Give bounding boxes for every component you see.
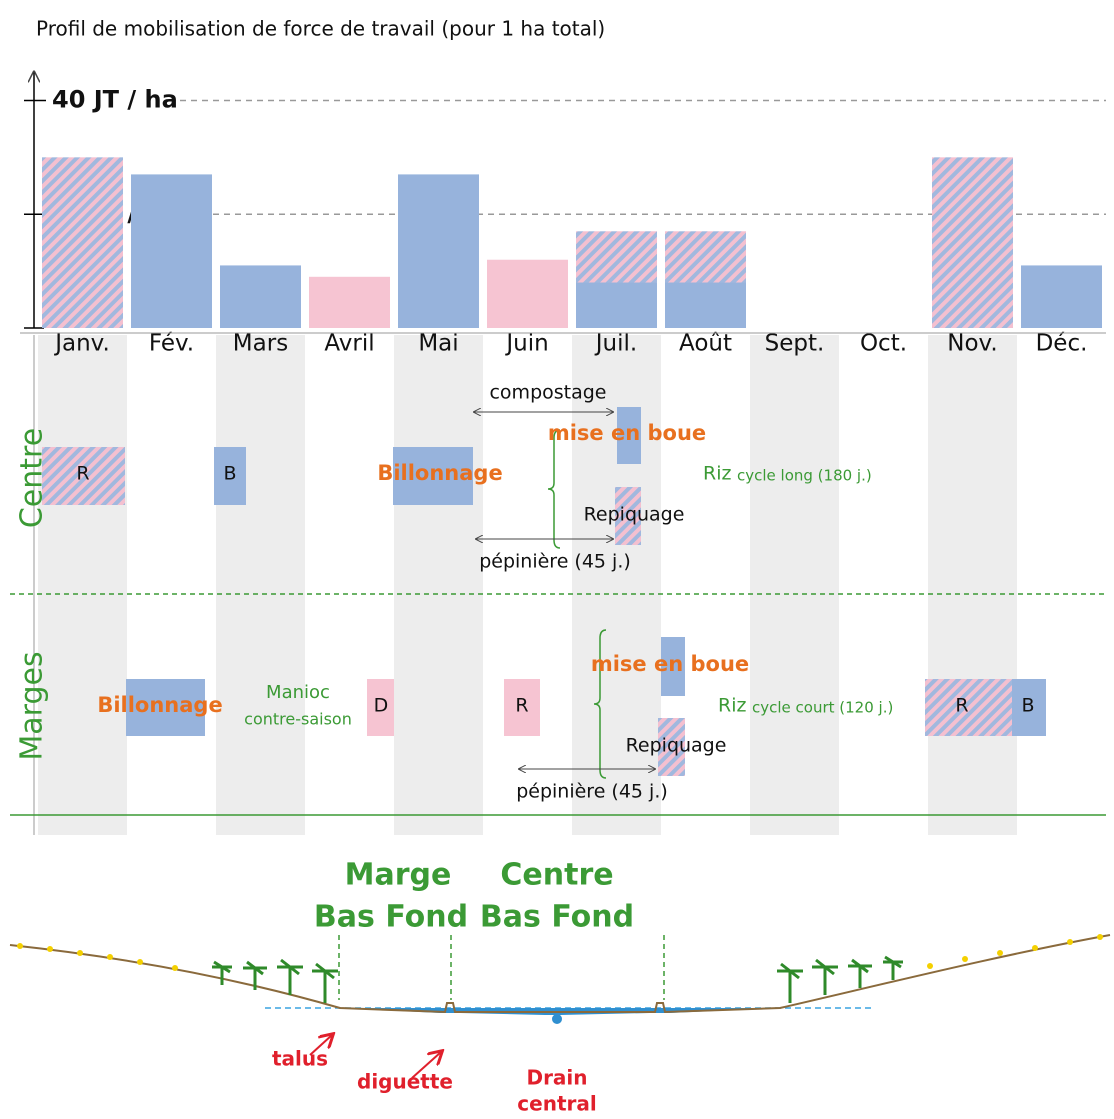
bar (932, 157, 1013, 328)
crop-label: Riz (718, 695, 746, 717)
column-shading (38, 335, 1017, 835)
x-tick-label: Fév. (149, 331, 194, 357)
zone-label: Bas Fond (314, 900, 468, 935)
x-tick-label: Août (679, 331, 732, 357)
crop-label: Riz (703, 463, 731, 485)
task-box (504, 679, 540, 736)
bar (1021, 265, 1102, 328)
task-box (658, 718, 685, 776)
x-tick-label: Avril (324, 331, 374, 357)
task-label: R (955, 695, 968, 717)
task-box (393, 447, 473, 505)
annotation: compostage (489, 382, 606, 404)
bar (665, 231, 746, 283)
marges-section: Marges Billonnage Manioc contre-saison D… (15, 629, 1046, 803)
bar (665, 282, 746, 328)
crop-label: Manioc (266, 682, 330, 703)
column-band (572, 335, 661, 835)
task-box (42, 447, 125, 505)
annotation: pépinière (45 j.) (516, 781, 668, 803)
crop-cycle: cycle long (180 j.) (737, 467, 872, 485)
feature-label: diguette (357, 1070, 453, 1094)
bar (487, 259, 568, 328)
task-box (126, 679, 205, 736)
annotation: pépinière (45 j.) (479, 551, 631, 573)
crop-cycle: contre-saison (244, 710, 352, 729)
zone-label: Bas Fond (480, 900, 634, 935)
task-label: Billonnage (97, 693, 222, 717)
palms (212, 955, 903, 1003)
task-box (367, 679, 394, 736)
section-label: Marges (15, 651, 50, 760)
zone-label: Centre (500, 858, 613, 893)
pointer-arrow (309, 1035, 332, 1056)
feature-label: central (517, 1092, 596, 1116)
task-label: B (223, 463, 236, 485)
ground (9, 934, 1111, 1014)
x-tick-label: Sept. (765, 331, 825, 357)
x-tick-label: Déc. (1036, 331, 1088, 357)
x-tick-label: Juin (504, 331, 548, 357)
x-tick-label: Mai (418, 331, 458, 357)
x-tick-label: Janv. (53, 331, 110, 357)
task-box (214, 447, 246, 505)
task-label: B (1021, 695, 1034, 717)
task-label: Repiquage (584, 504, 685, 526)
bar (309, 276, 390, 328)
task-label: mise en boue (548, 421, 706, 445)
pointer-arrow (411, 1052, 441, 1079)
task-label: Billonnage (377, 461, 502, 485)
valley-profile: Marge Bas Fond Centre Bas Fond talus dig… (9, 858, 1111, 1116)
column-band (750, 335, 839, 835)
x-tick-label: Mars (233, 331, 288, 357)
column-band (216, 335, 305, 835)
task-box (1012, 679, 1046, 736)
x-tick-label: Oct. (860, 331, 907, 357)
brace (593, 629, 607, 779)
bar-chart: 20 JT / ha40 JT / haJanv.Fév.MarsAvrilMa… (24, 72, 1106, 357)
centre-section: Centre R B Billonnage compostage mise en… (15, 382, 872, 573)
task-box (617, 407, 641, 464)
feature-label: talus (272, 1047, 328, 1071)
bar (42, 157, 123, 328)
x-tick-label: Juil. (594, 331, 637, 357)
x-tick-label: Nov. (947, 331, 997, 357)
task-box (661, 637, 685, 696)
bar (220, 265, 301, 328)
column-band (394, 335, 483, 835)
bar (576, 282, 657, 328)
bar (398, 174, 479, 328)
bar (576, 231, 657, 283)
zone-label: Marge (345, 858, 452, 893)
task-label: Repiquage (626, 735, 727, 757)
y-tick-label: 40 JT / ha (52, 85, 178, 113)
feature-label: Drain (526, 1066, 587, 1090)
chart-title: Profil de mobilisation de force de trava… (36, 17, 605, 41)
bar (131, 174, 212, 328)
brace (547, 429, 561, 549)
task-label: D (374, 695, 389, 717)
drain (552, 1014, 562, 1024)
task-label: R (76, 463, 89, 485)
column-band (928, 335, 1017, 835)
task-label: R (515, 695, 528, 717)
column-band (38, 335, 127, 835)
crop-cycle: cycle court (120 j.) (752, 699, 893, 717)
task-label: mise en boue (591, 652, 749, 676)
task-box (615, 487, 641, 545)
task-box (925, 679, 1012, 736)
